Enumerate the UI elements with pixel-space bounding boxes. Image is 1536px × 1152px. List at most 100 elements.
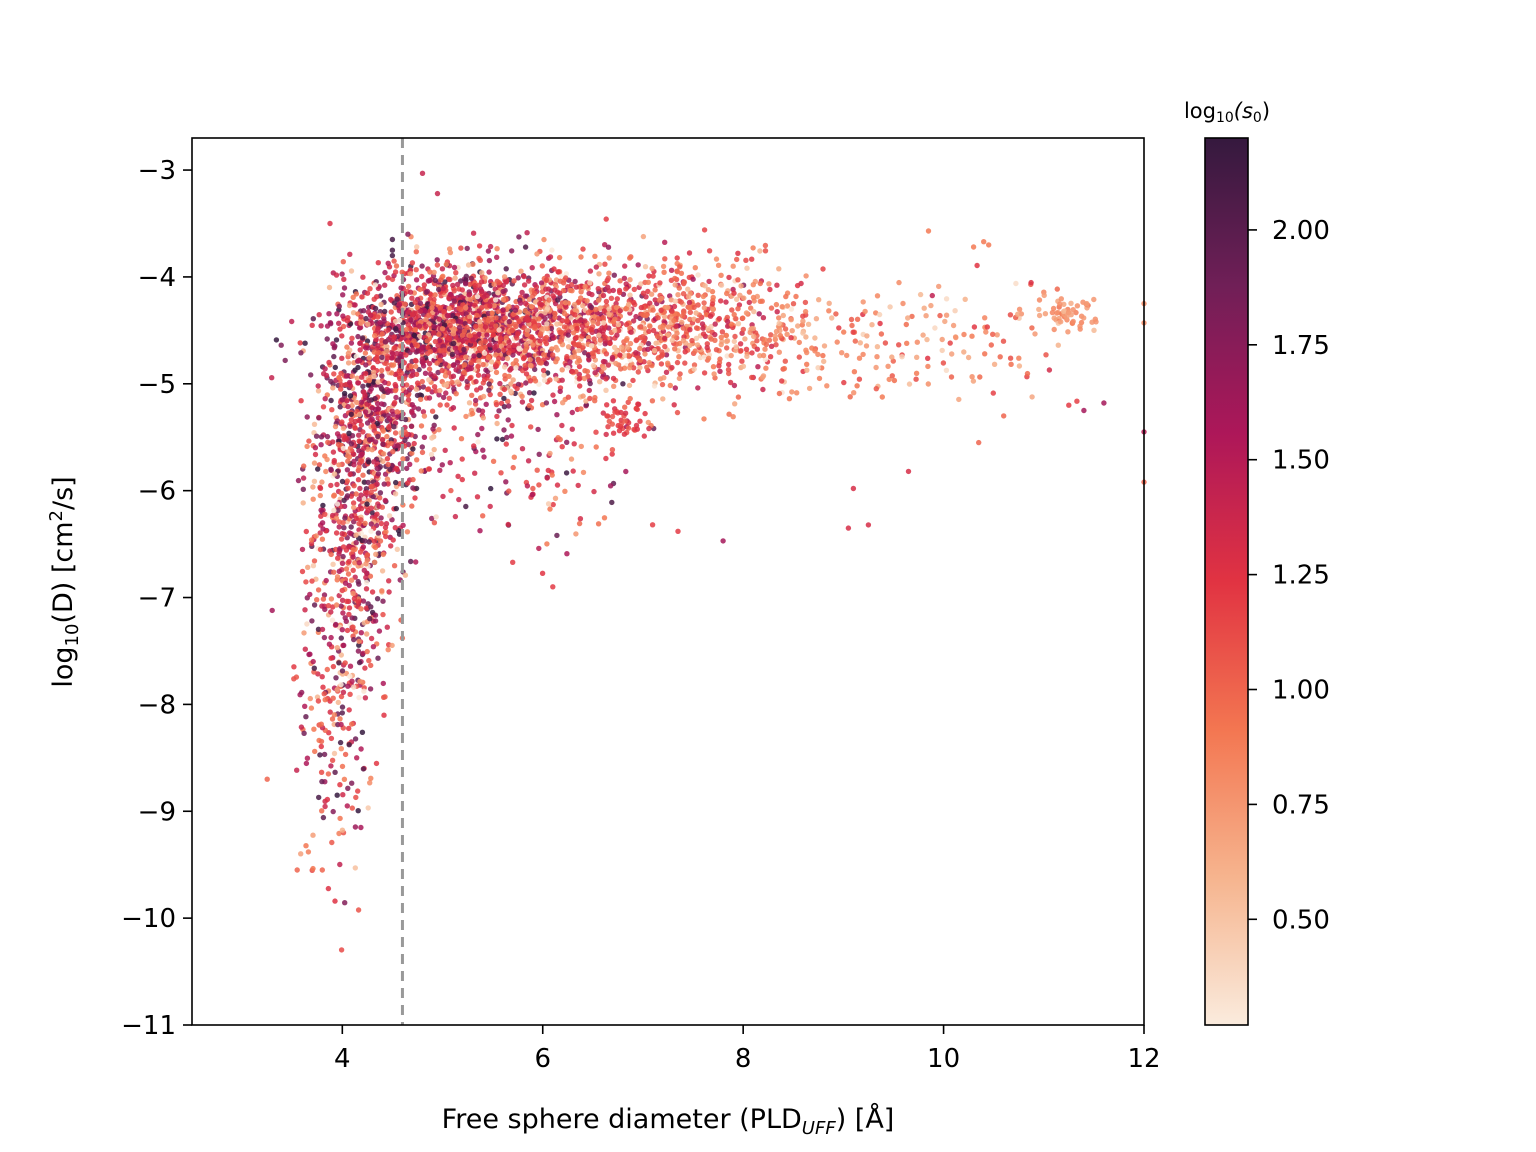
data-point	[369, 589, 376, 595]
data-point	[682, 349, 688, 355]
data-point	[404, 456, 410, 462]
data-point	[348, 441, 355, 447]
data-point	[851, 390, 857, 396]
data-point	[344, 398, 350, 404]
data-point	[519, 446, 526, 452]
data-point	[509, 248, 515, 254]
data-point	[515, 331, 521, 337]
data-point	[740, 363, 747, 369]
data-point	[494, 420, 500, 427]
data-point	[364, 557, 370, 563]
data-point	[345, 360, 352, 366]
data-point	[336, 660, 342, 666]
data-point	[658, 307, 664, 313]
data-point	[331, 457, 337, 464]
data-point	[788, 306, 795, 312]
data-point	[540, 367, 547, 374]
data-point	[511, 454, 517, 460]
data-point	[552, 314, 558, 321]
data-point	[366, 377, 372, 384]
data-point	[562, 488, 568, 494]
data-point	[303, 714, 309, 720]
data-point	[349, 615, 355, 621]
data-point	[305, 564, 311, 570]
data-point	[300, 500, 306, 506]
data-point	[555, 269, 561, 275]
data-point	[451, 326, 457, 332]
data-point	[379, 568, 386, 574]
data-point	[579, 345, 586, 351]
data-point	[701, 370, 708, 376]
data-point	[471, 443, 477, 449]
data-point	[903, 321, 909, 328]
data-point	[554, 482, 561, 488]
data-point	[547, 450, 553, 457]
data-point	[876, 311, 883, 318]
data-point	[379, 416, 385, 422]
data-point	[336, 830, 342, 837]
data-point	[443, 382, 449, 388]
data-point	[649, 522, 656, 528]
data-point	[784, 303, 791, 309]
data-point	[423, 289, 429, 295]
data-point	[408, 558, 414, 565]
data-point	[335, 441, 342, 448]
data-point	[588, 304, 595, 311]
data-point	[862, 308, 868, 315]
data-point	[754, 346, 760, 352]
data-point	[585, 310, 591, 316]
data-point	[308, 705, 315, 711]
data-point	[450, 362, 456, 368]
data-point	[590, 362, 597, 369]
data-point	[724, 314, 730, 321]
data-point	[316, 415, 322, 421]
data-point	[1007, 355, 1014, 361]
data-point	[720, 538, 726, 544]
data-point	[353, 291, 360, 297]
data-point	[809, 345, 815, 351]
data-point	[308, 372, 314, 378]
data-point	[466, 366, 473, 372]
data-point	[367, 686, 374, 692]
data-point	[358, 630, 364, 636]
data-point	[524, 327, 531, 334]
data-point	[332, 423, 339, 430]
data-point	[614, 296, 620, 302]
data-point	[661, 375, 667, 381]
data-point	[376, 628, 383, 634]
data-point	[651, 347, 658, 354]
data-point	[339, 271, 345, 277]
data-point	[468, 275, 474, 281]
data-point	[329, 617, 336, 623]
data-point	[381, 481, 387, 487]
data-point	[431, 323, 437, 330]
data-point	[473, 397, 479, 404]
data-point	[627, 395, 633, 402]
data-point	[298, 350, 304, 356]
data-point	[557, 436, 563, 443]
data-point	[583, 398, 589, 404]
data-point	[338, 947, 345, 953]
data-point	[358, 320, 364, 326]
data-point	[609, 447, 616, 453]
data-point	[326, 359, 332, 366]
data-point	[789, 389, 795, 395]
data-point	[382, 308, 388, 315]
data-point	[586, 357, 592, 363]
data-point	[470, 230, 477, 236]
data-point	[913, 370, 920, 376]
data-point	[350, 546, 356, 553]
data-point	[494, 246, 500, 252]
data-point	[529, 334, 535, 340]
data-point	[348, 577, 355, 583]
data-point	[467, 333, 474, 339]
data-point	[685, 286, 691, 292]
data-point	[1077, 323, 1083, 329]
data-point	[854, 316, 861, 322]
data-point	[346, 611, 352, 618]
data-point	[680, 291, 687, 297]
y-tick-label: −7	[138, 584, 176, 614]
data-point	[495, 290, 501, 296]
data-point	[378, 520, 385, 527]
data-point	[503, 479, 509, 485]
